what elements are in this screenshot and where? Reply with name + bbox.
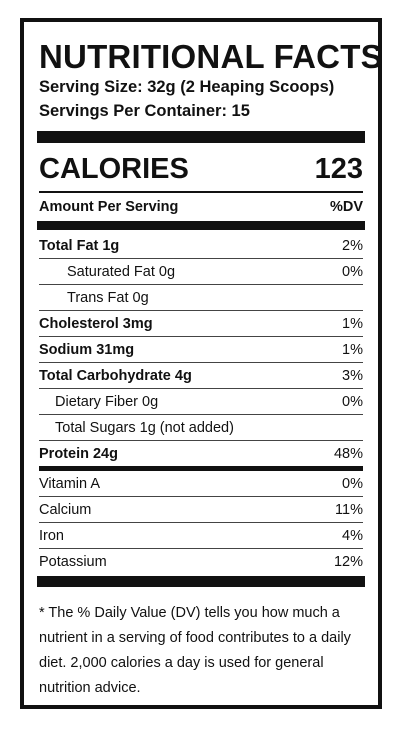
nutrient-dv: 1% [342, 341, 363, 358]
nutrient-dv: 2% [342, 237, 363, 254]
nutrient-dv: 12% [333, 553, 363, 570]
thick-divider-bottom [37, 576, 365, 587]
nutrient-name: Vitamin A [39, 475, 100, 492]
nutrient-name: Total Carbohydrate 4g [39, 367, 192, 384]
nutrient-row-total-sugars: Total Sugars 1g (not added) [39, 415, 363, 441]
nutrient-row-sodium: Sodium 31mg 1% [39, 337, 363, 363]
nutrient-dv: 0% [342, 263, 363, 280]
label-title: NUTRITIONAL FACTS [39, 38, 383, 75]
nutrient-row-cholesterol: Cholesterol 3mg 1% [39, 311, 363, 337]
nutrient-row-saturated-fat: Saturated Fat 0g 0% [39, 259, 363, 285]
nutrient-name: Iron [39, 527, 64, 544]
calories-label: CALORIES [39, 152, 189, 185]
nutrient-name: Saturated Fat 0g [67, 263, 176, 280]
nutrient-row-vitamin-a: Vitamin A 0% [39, 471, 363, 497]
nutrient-row-calcium: Calcium 11% [39, 497, 363, 523]
dv-header: %DV [329, 199, 363, 215]
nutrient-dv: 4% [342, 527, 363, 544]
amount-per-serving-label: Amount Per Serving [39, 199, 179, 215]
nutrient-name: Potassium [39, 553, 107, 570]
nutrient-name: Protein 24g [39, 445, 118, 462]
nutrient-dv: 0% [342, 393, 363, 410]
serving-size: Serving Size: 32g (2 Heaping Scoops) [39, 78, 335, 96]
calories-divider [39, 191, 363, 193]
amount-per-serving-row: Amount Per Serving %DV [39, 193, 363, 221]
nutrient-dv: 11% [335, 501, 363, 518]
nutrient-name: Total Fat 1g [39, 237, 120, 254]
servings-per-container: Servings Per Container: 15 [39, 102, 250, 120]
nutrient-row-total-fat: Total Fat 1g 2% [39, 233, 363, 259]
nutrient-name: Trans Fat 0g [67, 289, 149, 306]
nutrient-dv: 1% [342, 315, 363, 332]
nutrient-name: Cholesterol 3mg [39, 315, 153, 332]
nutrient-row-protein: Protein 24g 48% [39, 441, 363, 471]
nutrient-dv: 48% [333, 445, 363, 462]
nutrient-row-total-carbohydrate: Total Carbohydrate 4g 3% [39, 363, 363, 389]
nutrient-name: Sodium 31mg [39, 341, 135, 358]
nutrition-facts-label: NUTRITIONAL FACTS Serving Size: 32g (2 H… [20, 18, 383, 709]
nutrient-name: Calcium [39, 501, 92, 518]
nutrient-row-iron: Iron 4% [39, 523, 363, 549]
daily-value-footnote: * The % Daily Value (DV) tells you how m… [39, 605, 351, 696]
nutrient-dv: 3% [342, 367, 363, 384]
calories-row: CALORIES 123 [39, 147, 363, 191]
nutrient-row-potassium: Potassium 12% [39, 549, 363, 574]
thick-divider-top [37, 131, 365, 143]
nutrient-dv: 0% [342, 475, 363, 492]
nutrient-name: Dietary Fiber 0g [55, 393, 159, 410]
nutrient-list: Total Fat 1g 2% Saturated Fat 0g 0% Tran… [39, 233, 363, 574]
nutrient-row-trans-fat: Trans Fat 0g [39, 285, 363, 311]
calories-value: 123 [314, 152, 363, 185]
nutrient-name: Total Sugars 1g (not added) [55, 419, 234, 436]
nutrient-row-dietary-fiber: Dietary Fiber 0g 0% [39, 389, 363, 415]
thick-divider-middle [37, 221, 365, 230]
